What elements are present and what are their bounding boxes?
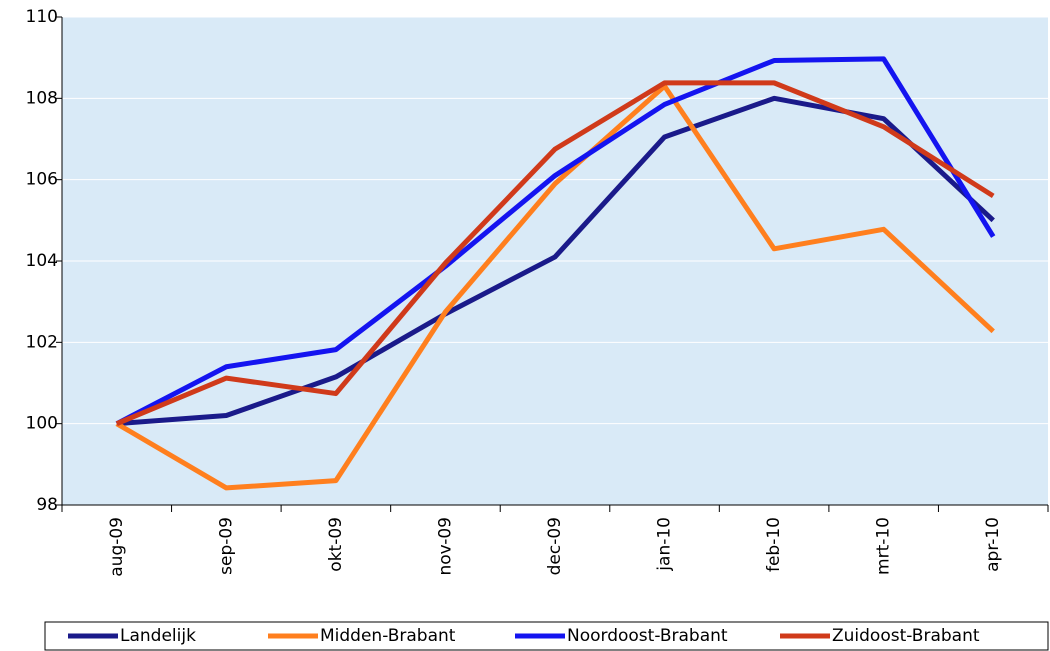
y-tick-label: 110 xyxy=(26,7,58,27)
y-tick-label: 104 xyxy=(26,251,58,271)
series-line xyxy=(115,83,995,491)
y-tick-label: 98 xyxy=(36,495,58,515)
y-tick-label: 106 xyxy=(26,170,58,190)
x-tick-label: sep-09 xyxy=(216,517,236,575)
x-tick-label: jan-10 xyxy=(655,517,675,572)
x-tick-label: dec-09 xyxy=(545,517,565,575)
x-tick-label: mrt-10 xyxy=(874,517,894,575)
x-tick-label: okt-09 xyxy=(326,517,346,572)
legend-label: Landelijk xyxy=(120,626,196,646)
y-tick-label: 102 xyxy=(26,332,58,352)
legend-label: Zuidoost-Brabant xyxy=(832,626,980,646)
y-tick-label: 100 xyxy=(26,414,58,434)
series-line xyxy=(115,80,995,426)
x-tick-label: apr-10 xyxy=(983,517,1003,572)
series-line xyxy=(115,56,996,426)
legend-label: Midden-Brabant xyxy=(320,626,456,646)
x-tick-label: nov-09 xyxy=(435,517,455,576)
legend-label: Noordoost-Brabant xyxy=(567,626,728,646)
x-tick-label: feb-10 xyxy=(764,517,784,572)
y-tick-label: 108 xyxy=(26,88,58,108)
x-tick-label: aug-09 xyxy=(107,517,127,577)
